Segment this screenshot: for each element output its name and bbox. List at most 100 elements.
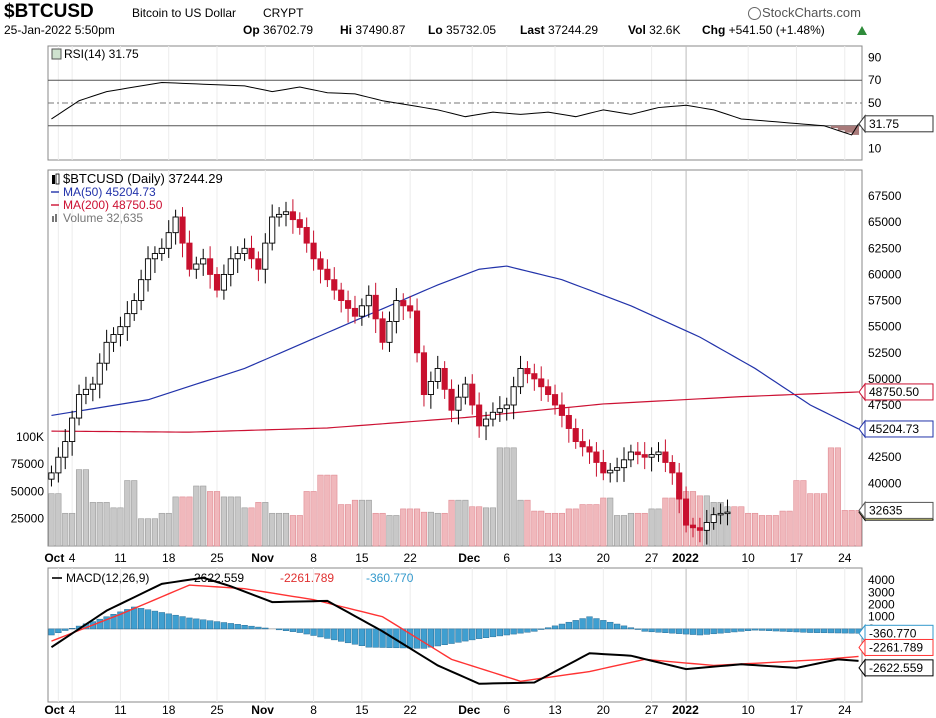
candle-body bbox=[627, 451, 634, 461]
volume-bar bbox=[276, 512, 283, 547]
rsi-last-value: 31.75 bbox=[869, 117, 899, 131]
candle-body bbox=[524, 367, 531, 375]
macd-histogram-bar bbox=[772, 628, 779, 632]
volume-legend-icon bbox=[55, 214, 57, 222]
macd-histogram-bar bbox=[48, 628, 55, 636]
volume-bar bbox=[324, 474, 331, 547]
volume-bar bbox=[482, 507, 490, 547]
volume-bar bbox=[752, 512, 759, 547]
macd-tick-label: 1000 bbox=[868, 610, 895, 624]
macd-histogram-bar bbox=[386, 628, 393, 648]
macd-histogram-bar bbox=[745, 628, 752, 631]
macd-histogram-bar bbox=[131, 606, 138, 630]
candle-body bbox=[262, 242, 269, 270]
histogram-last-value-pointer bbox=[858, 623, 866, 643]
volume-bar bbox=[545, 512, 552, 547]
macd-histogram-bar bbox=[296, 628, 303, 633]
macd-histogram-bar bbox=[689, 628, 697, 635]
price-tick-label: 55000 bbox=[868, 320, 902, 334]
candle-body bbox=[62, 441, 69, 458]
macd-histogram-bar bbox=[751, 628, 759, 631]
signal-last-value-pointer bbox=[858, 637, 866, 657]
candle-body bbox=[331, 279, 338, 291]
candle-body bbox=[276, 213, 283, 218]
macd-histogram-bar bbox=[213, 621, 221, 630]
candle-body bbox=[482, 418, 490, 427]
macd-histogram-bar bbox=[186, 617, 193, 630]
volume-bar bbox=[317, 474, 324, 547]
candle-body bbox=[655, 451, 662, 456]
quote-high: Hi 37490.87 bbox=[340, 23, 406, 37]
candle-body bbox=[248, 247, 255, 260]
signal-last-value: -2261.789 bbox=[869, 640, 923, 654]
candle-body bbox=[696, 527, 703, 531]
macd-histogram-bar bbox=[427, 628, 435, 648]
volume-bar bbox=[413, 508, 421, 547]
x-tick-label-price: Oct bbox=[44, 551, 64, 565]
instrument-name: Bitcoin to US Dollar bbox=[132, 6, 237, 20]
macd-histogram-bar bbox=[434, 628, 441, 647]
ma50-last-value-pointer bbox=[858, 419, 866, 439]
volume-bar bbox=[648, 508, 655, 547]
candle-body bbox=[710, 514, 717, 523]
rsi-oversold-fill bbox=[837, 125, 846, 131]
macd-histogram-bar bbox=[620, 625, 628, 630]
volume-bar bbox=[855, 510, 862, 547]
x-tick-label-price: 22 bbox=[403, 551, 417, 565]
ma200-line bbox=[51, 391, 859, 433]
volume-bar bbox=[179, 496, 186, 547]
macd-histogram-bar bbox=[579, 618, 586, 630]
volume-tick-label: 25000 bbox=[11, 512, 45, 526]
x-tick-label-price: 11 bbox=[114, 551, 127, 565]
candle-body bbox=[558, 404, 565, 416]
volume-bar bbox=[848, 510, 855, 547]
volume-bar bbox=[455, 499, 462, 547]
macd-histogram-bar bbox=[482, 628, 490, 638]
candle-body bbox=[303, 226, 310, 244]
rsi-legend-icon bbox=[51, 48, 62, 60]
price-tick-label: 40000 bbox=[868, 476, 902, 490]
volume-bar bbox=[110, 507, 117, 547]
macd-histogram-bar bbox=[558, 623, 566, 630]
macd-histogram-bar bbox=[255, 626, 262, 630]
volume-bar bbox=[82, 469, 90, 547]
candle-body bbox=[503, 404, 510, 410]
volume-bar bbox=[531, 510, 538, 547]
volume-bar bbox=[248, 507, 255, 547]
candle-body bbox=[282, 211, 290, 215]
macd-histogram-bar bbox=[738, 628, 745, 632]
x-tick-label-price: 15 bbox=[355, 551, 369, 565]
volume-bar bbox=[786, 510, 793, 547]
price-legend-label: $BTCUSD (Daily) 37244.29 bbox=[63, 171, 223, 186]
candle-body bbox=[338, 289, 345, 302]
volume-bar bbox=[448, 499, 455, 547]
macd-histogram-bar bbox=[662, 628, 669, 633]
macd-histogram-bar bbox=[200, 619, 207, 630]
candle-body bbox=[489, 411, 497, 420]
volume-bar bbox=[538, 510, 545, 547]
volume-bar bbox=[103, 502, 110, 547]
volume-bar bbox=[662, 497, 669, 547]
macd-histogram-bar bbox=[634, 628, 641, 630]
macd-histogram-bar bbox=[358, 628, 366, 646]
macd-histogram-bar bbox=[538, 628, 545, 630]
macd-histogram-bar bbox=[710, 628, 717, 635]
candle-body bbox=[607, 469, 614, 474]
x-tick-label-macd: Dec bbox=[458, 703, 480, 717]
macd-histogram-bar bbox=[731, 628, 738, 633]
candle-body bbox=[227, 258, 234, 275]
x-tick-label-price: Nov bbox=[251, 551, 274, 565]
candle-body bbox=[441, 367, 448, 390]
macd-histogram-bar bbox=[724, 628, 731, 633]
quote-change: Chg +541.50 (+1.48%) bbox=[702, 23, 825, 37]
candle-body bbox=[241, 247, 248, 255]
candle-body bbox=[510, 386, 517, 406]
macd-histogram-bar bbox=[820, 628, 828, 634]
candle-body bbox=[324, 268, 331, 281]
macd-histogram-bar bbox=[793, 628, 800, 633]
copyright-icon bbox=[748, 7, 761, 20]
volume-bar bbox=[434, 512, 441, 547]
volume-bar bbox=[372, 512, 379, 547]
volume-bar bbox=[151, 518, 158, 547]
candle-body bbox=[614, 467, 621, 471]
